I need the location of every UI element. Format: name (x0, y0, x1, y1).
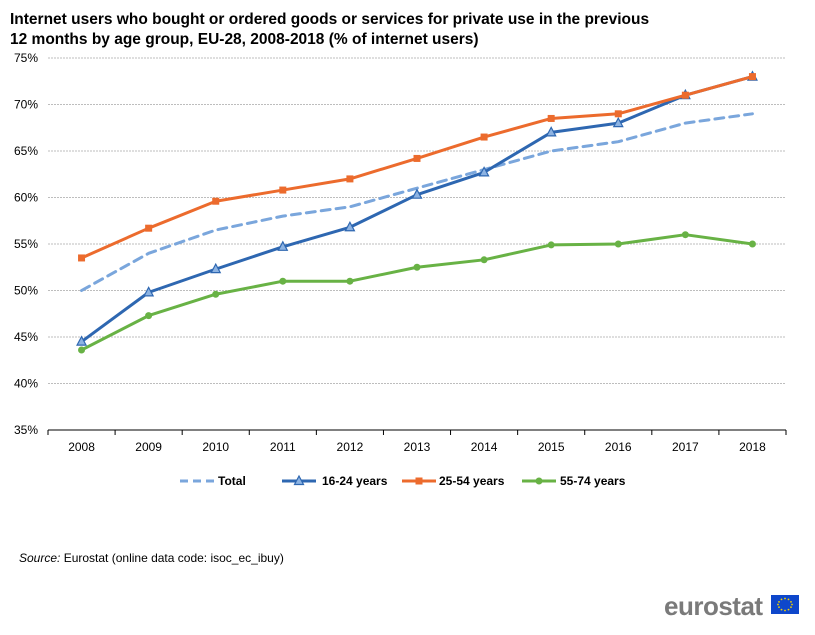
logo-text: eurostat (664, 591, 763, 621)
x-tick-label: 2017 (672, 440, 699, 454)
y-tick-label: 40% (14, 377, 38, 391)
y-tick-label: 70% (14, 98, 38, 112)
data-point (346, 277, 354, 285)
source-note: Source: Eurostat (online data code: isoc… (19, 551, 284, 565)
data-point (76, 335, 88, 346)
eurostat-logo: eurostat (664, 591, 804, 621)
y-tick-label: 35% (14, 423, 38, 437)
data-point (145, 312, 153, 320)
x-tick-label: 2012 (337, 440, 364, 454)
data-point (344, 220, 356, 232)
data-point (145, 224, 153, 232)
x-tick-label: 2013 (404, 440, 431, 454)
data-point (277, 240, 289, 251)
legend-marker (535, 477, 543, 485)
data-point (411, 188, 423, 199)
y-tick-label: 75% (14, 51, 38, 65)
data-point (681, 91, 689, 99)
chart-title: Internet users who bought or ordered goo… (10, 11, 650, 48)
y-tick-label: 50% (14, 284, 38, 298)
source-text: Eurostat (online data code: isoc_ec_ibuy… (63, 551, 284, 565)
data-point (413, 263, 421, 271)
data-point (545, 126, 557, 137)
data-point (413, 154, 421, 162)
data-point (614, 110, 622, 118)
source-lead: Source: (19, 551, 61, 565)
data-point (547, 114, 555, 122)
legend-marker (415, 477, 423, 485)
x-tick-label: 2016 (605, 440, 632, 454)
data-point (212, 290, 220, 298)
y-tick-label: 55% (14, 237, 38, 251)
x-tick-label: 2011 (270, 440, 296, 454)
data-point (279, 186, 287, 194)
x-tick-label: 2014 (471, 440, 498, 454)
data-point (279, 277, 287, 285)
legend-marker (293, 474, 305, 486)
eu-flag-icon (771, 595, 799, 614)
data-point (78, 254, 86, 262)
data-point (480, 133, 488, 141)
x-tick-label: 2009 (135, 440, 162, 454)
data-point (547, 241, 555, 249)
y-tick-label: 60% (14, 191, 38, 205)
legend-label: 55-74 years (560, 474, 626, 488)
series-line (80, 75, 754, 344)
data-point (78, 346, 86, 354)
y-tick-label: 45% (14, 330, 38, 344)
x-tick-label: 2008 (68, 440, 95, 454)
x-tick-label: 2015 (538, 440, 565, 454)
data-point (143, 286, 155, 297)
data-point (681, 231, 689, 239)
data-point (212, 197, 220, 205)
data-point (614, 240, 622, 248)
data-point (748, 240, 756, 248)
data-point (612, 116, 624, 128)
legend-label: 25-54 years (439, 474, 505, 488)
legend-label: 16-24 years (322, 474, 388, 488)
data-point (210, 262, 222, 274)
data-point (480, 256, 488, 264)
series-line (80, 75, 754, 260)
y-tick-label: 65% (14, 144, 38, 158)
x-tick-label: 2010 (202, 440, 229, 454)
data-point (346, 175, 354, 183)
series-line (80, 233, 754, 352)
series-line (80, 112, 754, 292)
data-point (478, 166, 490, 177)
data-point (748, 73, 756, 81)
line-chart: 35% 40% 45% 50% 55% 60% 65% 70% 75% 2008 2009 2010 2… (14, 51, 787, 488)
legend-label: Total (218, 474, 246, 488)
x-tick-label: 2018 (739, 440, 766, 454)
